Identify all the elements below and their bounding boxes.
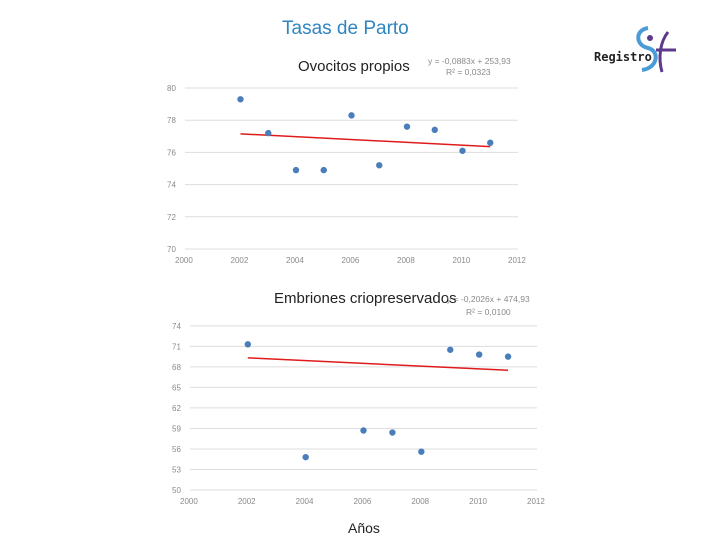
- data-point: [320, 166, 327, 174]
- y-tick-label: 65: [172, 383, 181, 392]
- y-tick-label: 80: [167, 84, 176, 93]
- y-tick-label: 50: [172, 486, 181, 495]
- x-tick-label: 2012: [508, 256, 526, 265]
- x-tick-label: 2002: [231, 256, 249, 265]
- y-tick-label: 68: [172, 363, 181, 372]
- trend-equation-ovocitos: y = -0,0883x + 253,93: [428, 56, 511, 66]
- y-tick-label: 56: [172, 445, 181, 454]
- data-point: [292, 166, 300, 174]
- r2-embriones: R² = 0,0100: [466, 307, 511, 317]
- y-tick-label: 71: [172, 342, 181, 351]
- data-point: [237, 96, 244, 103]
- data-point: [265, 129, 272, 137]
- x-tick-label: 2008: [411, 497, 429, 506]
- x-axis-label: Años: [348, 520, 380, 536]
- x-tick-label: 2000: [175, 256, 193, 265]
- data-point: [459, 147, 466, 154]
- data-point: [302, 453, 309, 461]
- data-point: [418, 448, 425, 455]
- y-tick-label: 78: [167, 116, 176, 125]
- data-point: [360, 427, 367, 434]
- x-tick-label: 2004: [296, 497, 314, 506]
- x-tick-label: 2010: [453, 256, 471, 265]
- slide-title: Tasas de Parto: [282, 18, 409, 39]
- data-point: [487, 139, 494, 146]
- x-tick-label: 2008: [397, 256, 415, 265]
- x-tick-label: 2002: [238, 497, 256, 506]
- chart-ovocitos: Ovocitos propios y = -0,0883x + 253,93 R…: [167, 56, 526, 265]
- y-tick-label: 76: [167, 148, 176, 157]
- r2-ovocitos: R² = 0,0323: [446, 67, 491, 77]
- y-tick-label: 62: [172, 404, 181, 413]
- data-point: [376, 162, 383, 169]
- trendline-embriones: [247, 357, 509, 372]
- y-tick-label: 72: [167, 213, 176, 222]
- y-tick-label: 70: [167, 245, 176, 254]
- data-point: [504, 353, 512, 360]
- x-tick-label: 2012: [527, 497, 545, 506]
- logo-text: Registro: [594, 50, 652, 64]
- trendline-ovocitos: [240, 133, 491, 148]
- registro-sef-logo: Registro: [590, 20, 690, 80]
- data-point: [348, 112, 355, 119]
- data-point: [244, 341, 252, 348]
- x-tick-label: 2004: [286, 256, 304, 265]
- data-point: [389, 429, 396, 436]
- chart-embriones: Embriones criopreservados y = -0,2026x +…: [172, 290, 545, 506]
- y-tick-label: 74: [167, 181, 176, 190]
- y-tick-label: 59: [172, 424, 181, 433]
- chart-title-ovocitos: Ovocitos propios: [298, 58, 410, 75]
- data-point: [447, 346, 454, 353]
- x-tick-label: 2010: [469, 497, 487, 506]
- data-point: [403, 123, 411, 130]
- chart-title-embriones: Embriones criopreservados: [274, 290, 457, 307]
- data-point: [475, 351, 483, 358]
- x-tick-label: 2006: [342, 256, 360, 265]
- y-tick-label: 53: [172, 465, 181, 474]
- trend-equation-embriones: y = -0,2026x + 474,93: [447, 294, 530, 304]
- x-tick-label: 2006: [354, 497, 372, 506]
- sef-logo-icon: [636, 26, 676, 73]
- y-tick-label: 74: [172, 322, 181, 331]
- data-point: [431, 126, 438, 134]
- x-tick-label: 2000: [180, 497, 198, 506]
